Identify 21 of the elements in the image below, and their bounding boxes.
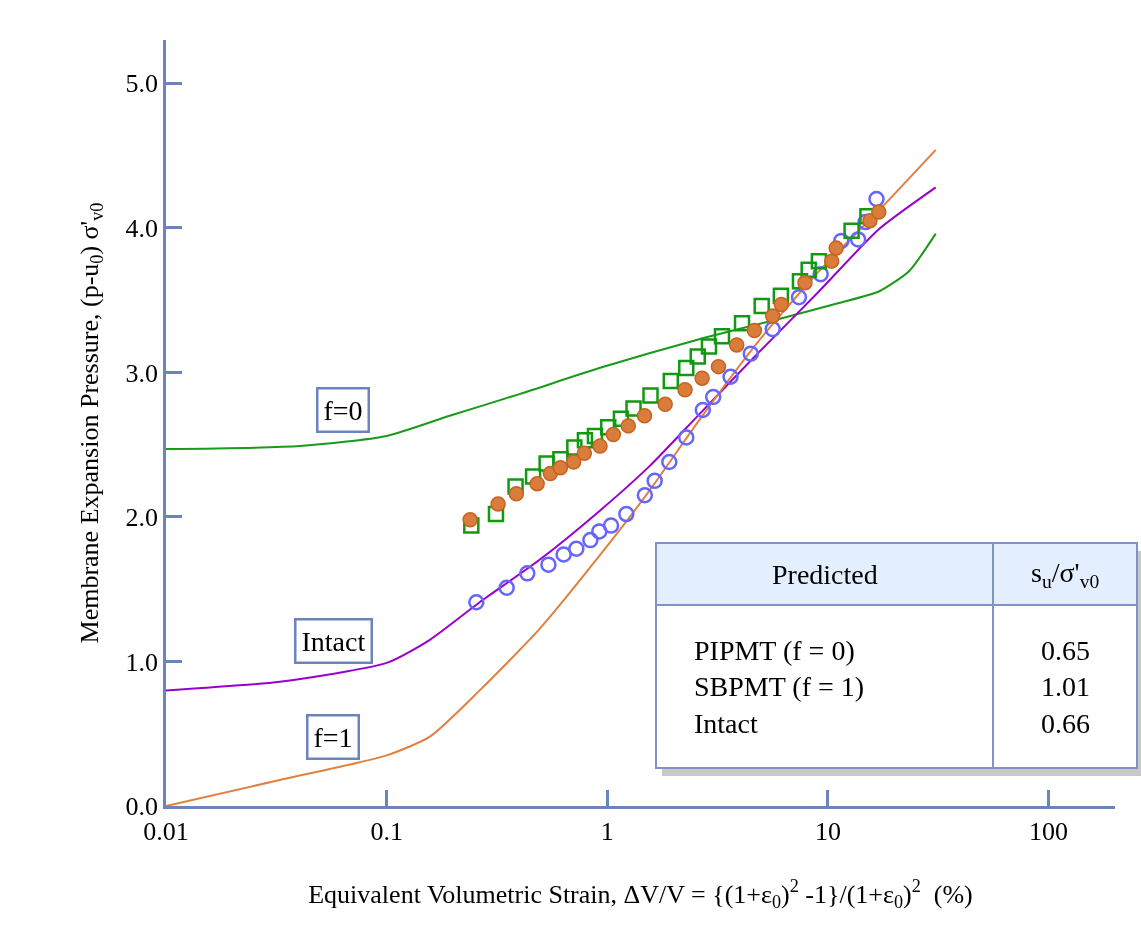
series-label: Intact: [301, 625, 366, 657]
x-tick-label: 10: [814, 816, 841, 846]
y-tick-label: 1.0: [125, 647, 159, 677]
annotation: 1.01: [1041, 671, 1090, 703]
text: Equivalent Volumetric Strain, ΔV/V = {(1+ε$_{0}$)$^{2}$ -1}/(1+ε$_{0}$)$^{2}$ (%): [308, 875, 973, 913]
annotation: s$_{u}$/σ'$_{v0}$: [1031, 557, 1100, 592]
annotation: 0.66: [1041, 707, 1090, 739]
series-label: f=0: [323, 394, 363, 426]
y-tick-label: 3.0: [125, 358, 159, 388]
annotation: Predicted: [772, 559, 878, 590]
x-tick-label: 1: [600, 816, 614, 846]
annotation: 0.65: [1041, 635, 1090, 666]
annotation: SBPMT (f = 1): [694, 671, 865, 703]
annotation: PIPMT (f = 0): [694, 635, 855, 666]
y-tick-label: 5.0: [125, 69, 159, 99]
x-tick-label: 100: [1029, 816, 1069, 846]
series-label: f=1: [313, 721, 353, 753]
x-tick-label: 0.1: [370, 816, 403, 846]
y-tick-label: 2.0: [125, 503, 159, 533]
annotation: Intact: [694, 707, 758, 739]
y-tick-label: 4.0: [125, 213, 159, 243]
